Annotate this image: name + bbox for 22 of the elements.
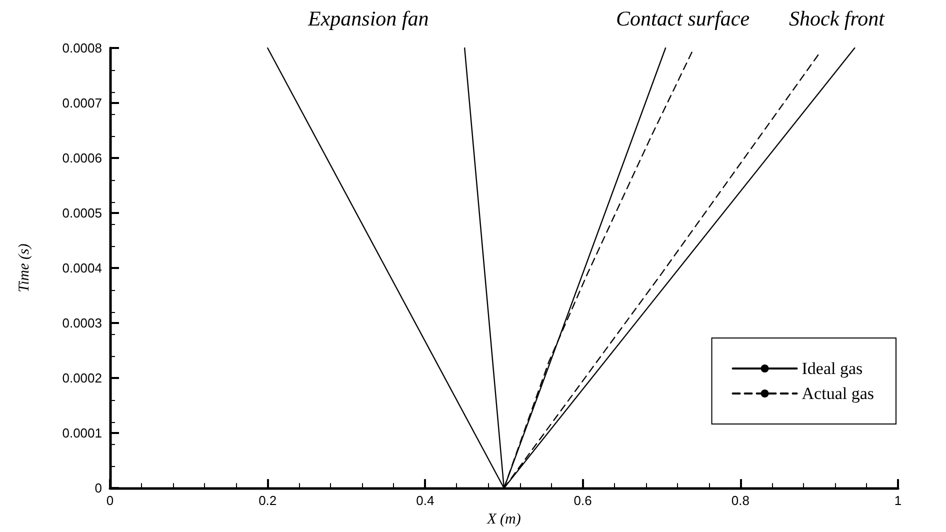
text: Expansion fan (307, 6, 429, 30)
legend-label: Ideal gas (802, 359, 863, 378)
y-tick-label: 0.0001 (62, 426, 102, 441)
y-tick-label: 0.0004 (62, 260, 102, 276)
text: Contact surface (616, 6, 750, 30)
x-axis-title: X (m) (486, 512, 521, 528)
y-axis-title: Time (s) (16, 244, 32, 292)
y-tick-label: 0.0007 (62, 96, 102, 111)
legend-label: Actual gas (802, 384, 874, 403)
x-tick-label: 0 (106, 493, 114, 508)
y-tick-label: 0.0002 (62, 370, 102, 386)
text: Shock front (789, 6, 886, 30)
y-tick-label: 0.0008 (62, 40, 102, 56)
y-tick-label: 0.0003 (62, 316, 102, 331)
y-tick-label: 0.0005 (62, 206, 102, 221)
x-tick-label: 0.8 (731, 493, 750, 508)
y-tick-label: 0.0006 (62, 150, 102, 166)
x-tick-label: 0.4 (416, 493, 434, 508)
x-tick-label: 0.6 (574, 493, 592, 508)
x-tick-label: 1 (894, 493, 902, 508)
y-tick-label: 0 (94, 480, 102, 496)
x-tick-label: 0.2 (258, 493, 277, 508)
